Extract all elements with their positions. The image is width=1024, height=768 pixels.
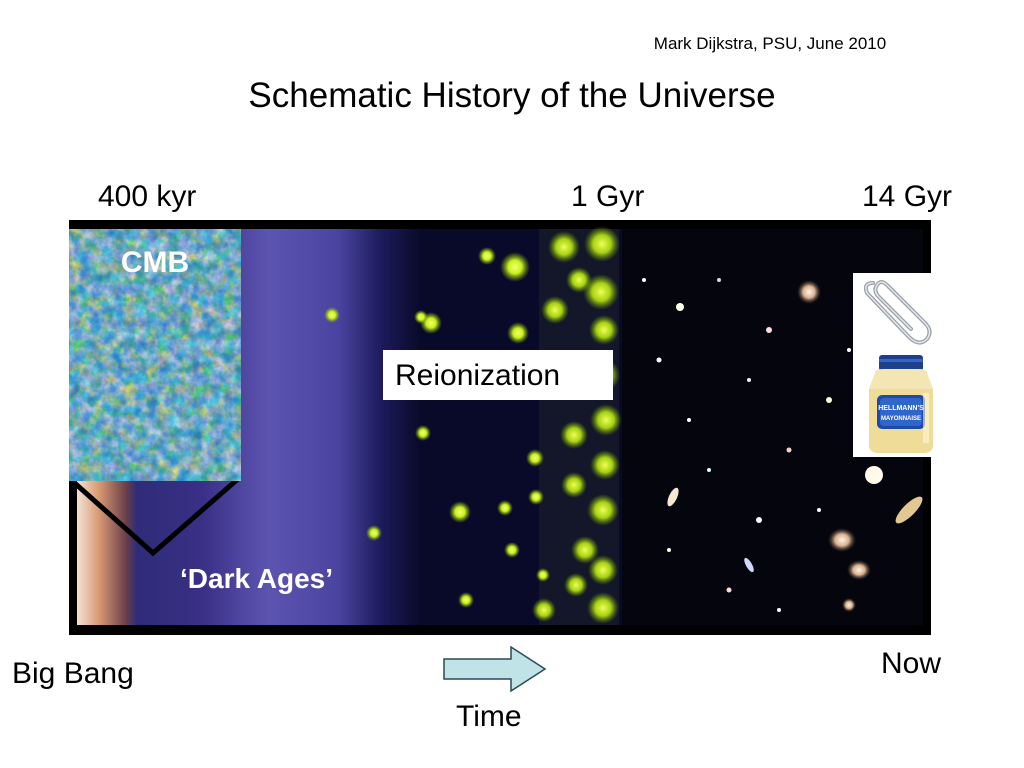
right-arrow-icon	[443, 645, 549, 698]
tick-14-gyr: 14 Gyr	[862, 180, 953, 213]
cmb-label: CMB	[120, 246, 190, 279]
now-label: Now	[881, 647, 942, 680]
tick-400-kyr: 400 kyr	[98, 180, 197, 213]
mayonnaise-jar-icon: HELLMANN'S MAYONNAISE	[853, 349, 949, 457]
author-line: Mark Dijkstra, PSU, June 2010	[653, 34, 887, 53]
tick-1-gyr: 1 Gyr	[571, 180, 645, 213]
early-sources	[324, 247, 550, 608]
paperclip-icon	[853, 273, 933, 349]
galaxy-field	[642, 278, 923, 612]
jar-label-brand: HELLMANN'S	[878, 405, 924, 412]
cmb-map-image	[69, 229, 241, 481]
time-label: Time	[456, 700, 522, 733]
dark-ages-label: ‘Dark Ages’	[180, 563, 334, 594]
cmb-bracket	[69, 476, 241, 557]
jar-label-product: MAYONNAISE	[881, 416, 921, 422]
reionization-label: Reionization	[383, 350, 613, 400]
big-bang-label: Big Bang	[12, 657, 134, 690]
slide-title: Schematic History of the Universe	[248, 76, 776, 115]
